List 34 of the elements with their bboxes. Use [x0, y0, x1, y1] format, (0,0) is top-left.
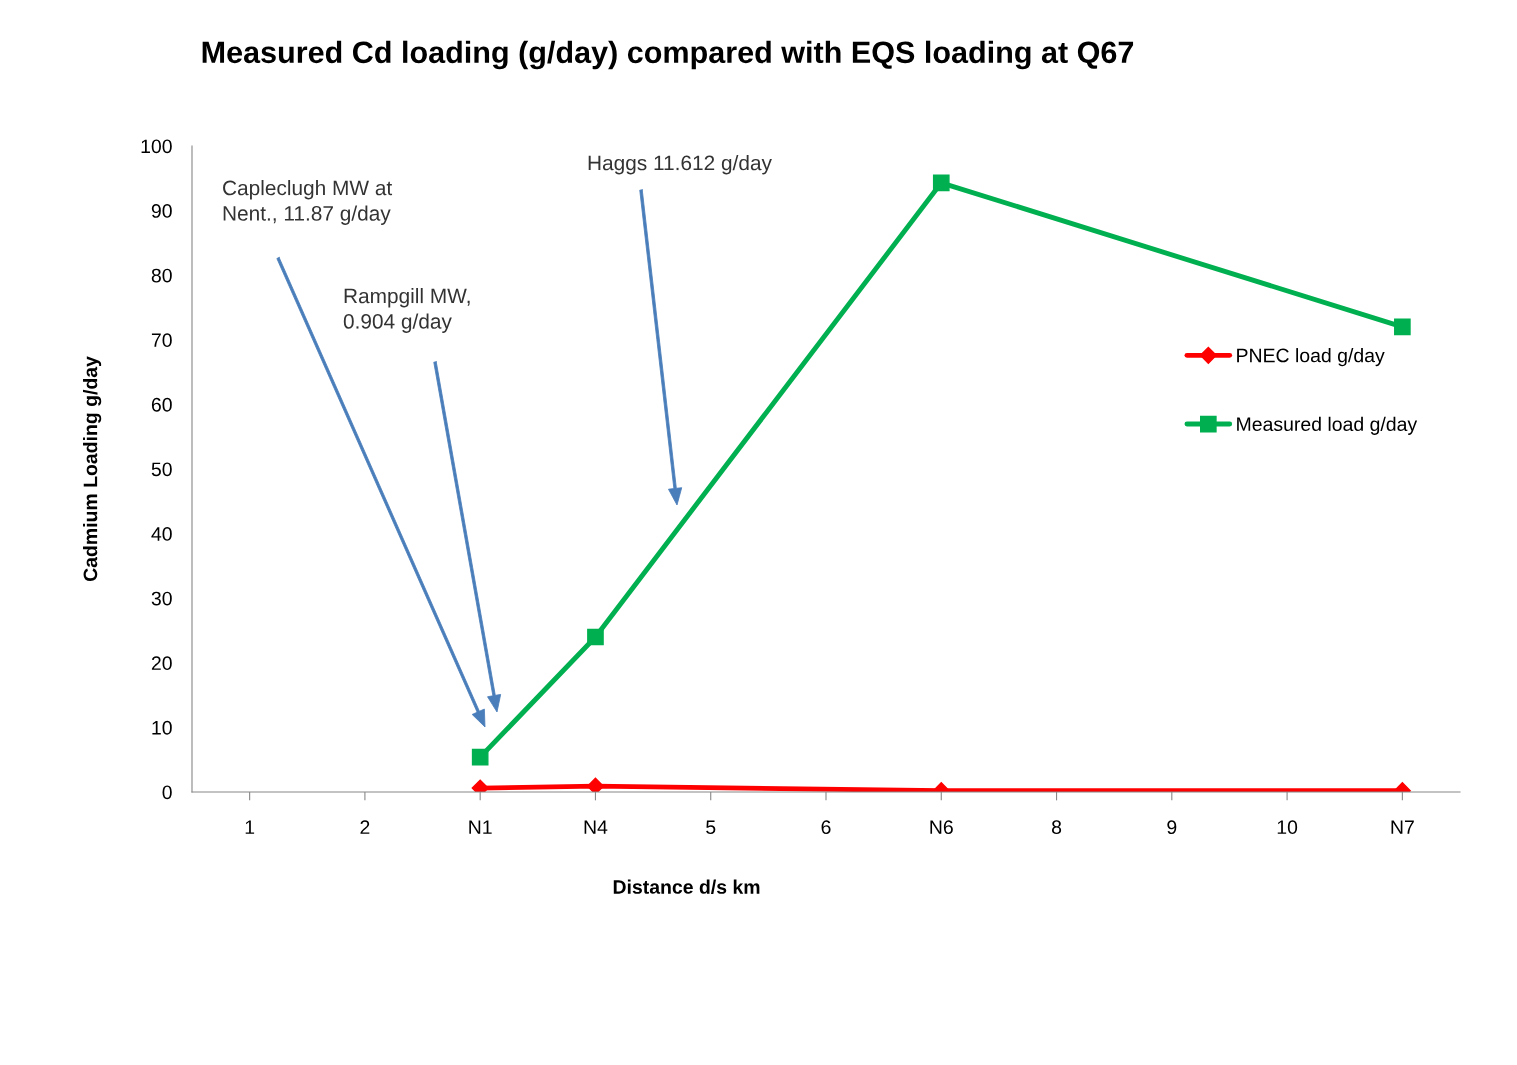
y-tick-label: 40 [151, 527, 172, 541]
x-tick-label: N6 [930, 820, 953, 835]
x-tick-label: 5 [706, 820, 716, 835]
y-tick-label: 30 [151, 591, 172, 606]
y-tick-label: 80 [151, 268, 172, 283]
y-tick-label: 0 [162, 785, 172, 800]
x-tick-label: 9 [1167, 820, 1177, 835]
x-tick-label: N1 [469, 820, 492, 834]
x-tick-label: N7 [1391, 820, 1414, 834]
y-tick-label: 90 [151, 204, 172, 218]
y-tick-label: 70 [151, 333, 172, 348]
y-tick-label: 100 [141, 139, 172, 154]
annotation: Haggs 11.612 g/day [588, 155, 772, 175]
x-tick-label: 1 [245, 820, 255, 834]
x-tick-label: 6 [821, 820, 831, 835]
chart-title: Measured Cd loading (g/day) compared with EQS loading at Q67 [202, 40, 1134, 70]
x-tick-label: 8 [1051, 820, 1062, 835]
x-tick-label: 10 [1277, 820, 1298, 835]
point [932, 174, 950, 192]
legend-label: PNEC load g/day [1237, 348, 1385, 367]
annotation: Capleclugh MW at Nent., 11.87 g/day [223, 180, 393, 225]
point [1394, 318, 1411, 336]
annotation: Rampgill MW, 0.904 g/day [343, 288, 470, 333]
y-tick-label: 10 [152, 720, 172, 735]
x-tick-label: N4 [584, 820, 608, 834]
y-tick-label: 50 [151, 462, 172, 477]
point [586, 777, 605, 792]
x-axis-title: Distance d/s km [613, 879, 760, 895]
y-tick-label: 60 [151, 397, 172, 412]
legend-label: Measured load g/day [1237, 416, 1418, 435]
x-tick-label: 2 [360, 820, 370, 834]
point [587, 628, 604, 646]
y-axis-title: Cadmium Loading g/day [83, 356, 102, 582]
y-tick-label: 20 [151, 656, 172, 671]
